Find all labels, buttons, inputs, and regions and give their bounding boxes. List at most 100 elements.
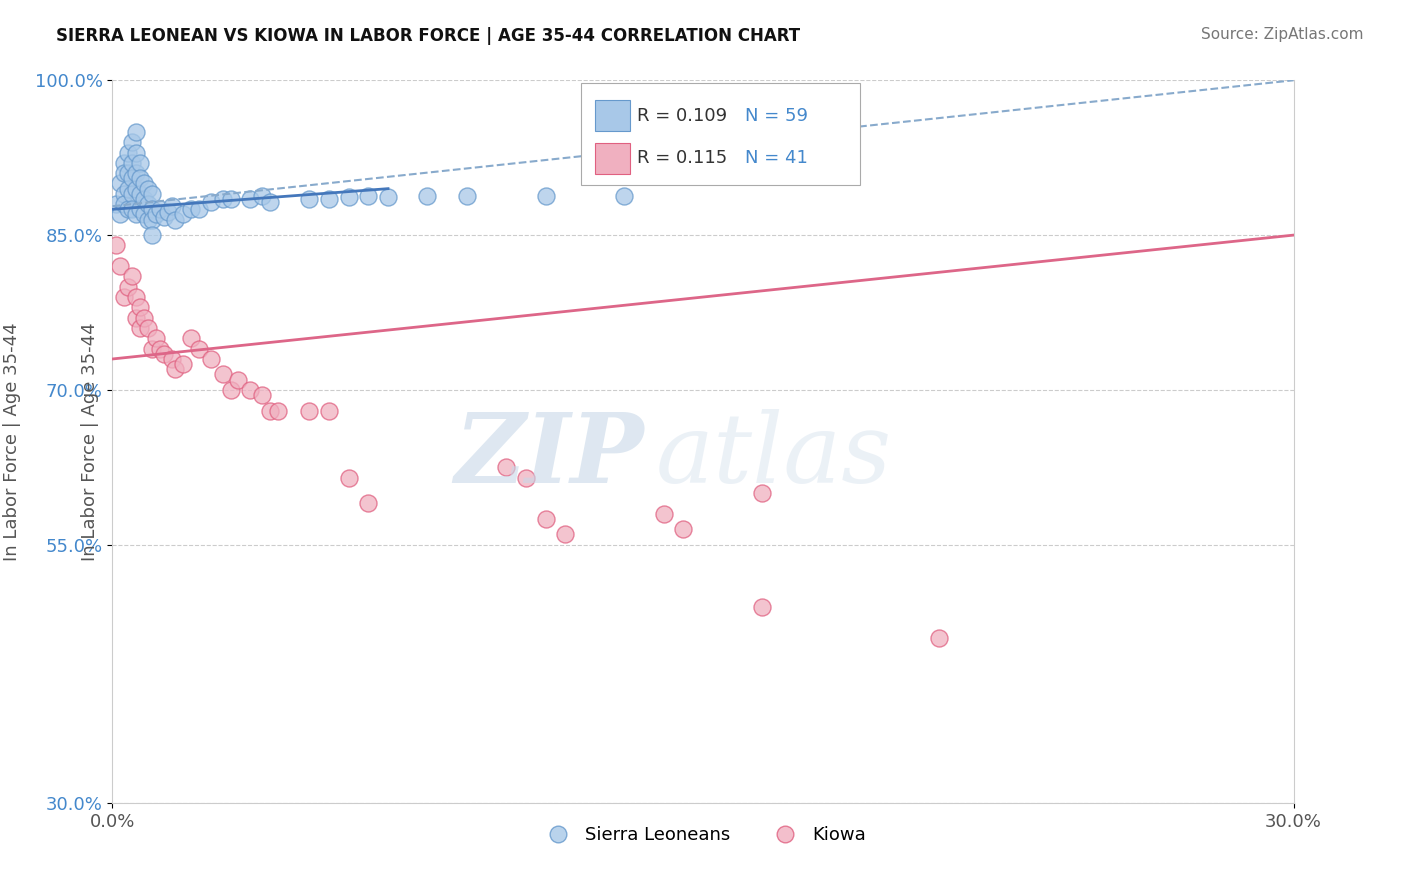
Point xyxy=(211,368,233,382)
Point xyxy=(318,403,340,417)
Point xyxy=(211,192,233,206)
Point xyxy=(554,527,576,541)
Point xyxy=(129,156,152,170)
Text: R = 0.109: R = 0.109 xyxy=(637,107,727,125)
Point xyxy=(112,166,135,180)
Text: N = 59: N = 59 xyxy=(745,107,808,125)
Text: R = 0.115: R = 0.115 xyxy=(637,149,727,167)
Text: ZIP: ZIP xyxy=(454,409,644,503)
Point xyxy=(110,259,132,273)
Point xyxy=(357,496,380,510)
Point xyxy=(125,166,148,180)
Point xyxy=(259,195,281,210)
Y-axis label: In Labor Force | Age 35-44: In Labor Force | Age 35-44 xyxy=(3,322,21,561)
Point xyxy=(129,321,152,335)
Point xyxy=(117,145,139,160)
Point xyxy=(337,190,360,204)
Point xyxy=(534,512,557,526)
Point xyxy=(141,202,163,217)
Point xyxy=(141,186,163,201)
Point xyxy=(105,197,128,211)
Point xyxy=(152,210,174,224)
Point xyxy=(172,207,194,221)
Point xyxy=(125,181,148,195)
Point xyxy=(125,145,148,160)
Point xyxy=(112,197,135,211)
Text: SIERRA LEONEAN VS KIOWA IN LABOR FORCE | AGE 35-44 CORRELATION CHART: SIERRA LEONEAN VS KIOWA IN LABOR FORCE |… xyxy=(56,27,800,45)
Point xyxy=(239,383,262,397)
Point xyxy=(228,373,250,387)
Point xyxy=(110,177,132,191)
Point xyxy=(112,156,135,170)
Point xyxy=(145,331,167,345)
Point xyxy=(125,310,148,325)
Point xyxy=(416,189,439,203)
Point xyxy=(165,362,187,376)
Point xyxy=(121,156,143,170)
Point xyxy=(145,207,167,221)
Point xyxy=(160,351,183,366)
Point xyxy=(121,202,143,217)
Text: atlas: atlas xyxy=(655,409,891,503)
Point xyxy=(129,186,152,201)
Point xyxy=(125,125,148,139)
Point xyxy=(377,190,399,204)
Point xyxy=(129,301,152,315)
Point xyxy=(456,189,478,203)
Point xyxy=(534,189,557,203)
Point xyxy=(495,460,517,475)
Point xyxy=(357,189,380,203)
Point xyxy=(141,228,163,243)
Point xyxy=(136,321,159,335)
Point xyxy=(117,202,139,217)
Point xyxy=(117,181,139,195)
Point xyxy=(219,192,242,206)
Point xyxy=(156,205,179,219)
Point xyxy=(141,212,163,227)
Point xyxy=(105,238,128,252)
Point xyxy=(165,212,187,227)
Point xyxy=(129,202,152,217)
Point xyxy=(125,290,148,304)
Point xyxy=(132,177,155,191)
Point xyxy=(250,388,273,402)
Point xyxy=(136,212,159,227)
Point xyxy=(160,199,183,213)
Point xyxy=(180,202,202,217)
Point xyxy=(652,507,675,521)
Point xyxy=(121,171,143,186)
Text: Source: ZipAtlas.com: Source: ZipAtlas.com xyxy=(1201,27,1364,42)
Point xyxy=(188,202,211,217)
Point xyxy=(141,342,163,356)
Point xyxy=(132,192,155,206)
Point xyxy=(200,351,222,366)
Point xyxy=(613,189,636,203)
Text: N = 41: N = 41 xyxy=(745,149,808,167)
Point xyxy=(149,202,172,217)
Point xyxy=(219,383,242,397)
Point xyxy=(250,189,273,203)
Point xyxy=(751,599,773,614)
Point xyxy=(298,192,321,206)
Point xyxy=(152,347,174,361)
Point xyxy=(149,342,172,356)
Point xyxy=(117,166,139,180)
Point xyxy=(110,207,132,221)
Point xyxy=(337,470,360,484)
Point xyxy=(136,181,159,195)
Point xyxy=(136,197,159,211)
Point xyxy=(200,195,222,210)
Point xyxy=(298,403,321,417)
Point xyxy=(515,470,537,484)
Point xyxy=(672,522,695,536)
Point xyxy=(318,192,340,206)
Point xyxy=(117,279,139,293)
Point xyxy=(188,342,211,356)
Point xyxy=(259,403,281,417)
Y-axis label: In Labor Force | Age 35-44: In Labor Force | Age 35-44 xyxy=(80,322,98,561)
Point xyxy=(121,135,143,149)
Point xyxy=(112,290,135,304)
Legend: Sierra Leoneans, Kiowa: Sierra Leoneans, Kiowa xyxy=(533,819,873,852)
Point xyxy=(121,186,143,201)
Point xyxy=(121,269,143,284)
